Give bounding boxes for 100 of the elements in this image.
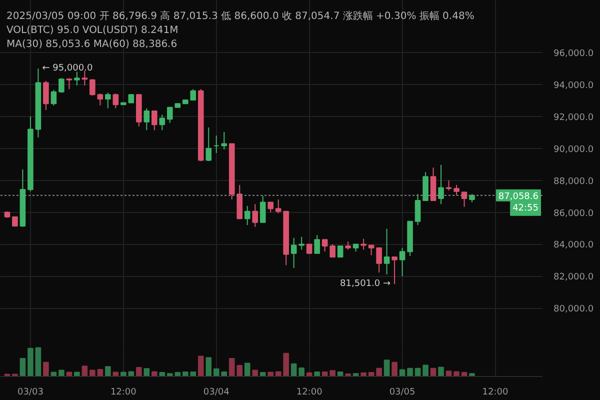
x-tick-label: 03/05 [389, 388, 416, 398]
candlestick [260, 195, 266, 223]
candlestick [50, 89, 57, 106]
bar [120, 372, 126, 376]
candlestick [330, 244, 336, 258]
candlestick [97, 93, 104, 106]
candlestick [244, 205, 250, 226]
candlestick [360, 238, 366, 250]
x-tick-label: 03/04 [203, 388, 230, 398]
candlestick [461, 192, 468, 208]
candlestick [422, 172, 428, 201]
candlestick [314, 234, 320, 254]
annotation: MA(30) 85,053.6 MA(60) 88,386.6 [6, 39, 178, 50]
bar [454, 371, 460, 376]
bar [430, 368, 436, 376]
candlestick [166, 106, 173, 124]
bar [28, 348, 34, 376]
candlestick [337, 245, 344, 258]
candlestick [12, 216, 18, 227]
annotation: 2025/03/05 09:00 开 86,796.9 高 87,015.3 低 86,600.0 收 87,054.7 涨跌幅 +0.30% 振幅 0.48% [6, 10, 474, 22]
bar [43, 362, 49, 376]
candlestick [252, 204, 258, 228]
annotation: 81,501.0 → [340, 279, 391, 290]
bar [252, 370, 258, 376]
y-tick-label: 94,000.0 [554, 81, 594, 92]
bar [144, 368, 150, 376]
candlestick [58, 78, 64, 94]
candlestick [268, 202, 274, 213]
candlestick [384, 228, 390, 275]
y-tick-label: 90,000.0 [554, 144, 594, 155]
bar [260, 372, 266, 376]
bar [368, 372, 374, 376]
bar [20, 358, 26, 376]
bar [376, 368, 382, 376]
bar [446, 370, 452, 376]
annotation: ← 95,000.0 [42, 64, 93, 74]
bar [314, 371, 320, 376]
bar [244, 362, 250, 376]
bar [469, 373, 475, 376]
bar [74, 372, 80, 376]
bar [97, 368, 104, 376]
candlestick [438, 164, 444, 205]
candlestick [368, 244, 374, 256]
y-tick-label: 92,000.0 [554, 112, 594, 123]
annotation: VOL(BTC) 95.0 VOL(USDT) 8.241M [6, 25, 178, 36]
bar [90, 370, 96, 376]
y-tick-label: 84,000.0 [554, 240, 594, 251]
bar [136, 366, 142, 376]
bar [414, 368, 421, 376]
bar [82, 366, 88, 376]
candlestick [43, 80, 49, 111]
candlestick [454, 184, 460, 196]
bar [58, 370, 64, 376]
candlestick [221, 131, 228, 150]
candlestick [376, 247, 382, 274]
bar [384, 360, 390, 376]
bar [151, 371, 158, 376]
candlestick [306, 244, 312, 254]
candlestick [151, 110, 158, 131]
candlestick [159, 114, 166, 131]
bar [330, 370, 336, 376]
x-tick-label: 12:00 [296, 388, 323, 398]
candlestick [446, 180, 452, 191]
x-tick-label: 12:00 [110, 388, 137, 398]
candlestick [430, 167, 436, 201]
candlestick [105, 92, 111, 109]
candlestick [290, 237, 297, 269]
bar [105, 366, 111, 376]
candlestick [190, 88, 196, 101]
candlestick [213, 135, 220, 154]
x-tick-label: 12:00 [482, 388, 508, 398]
bar [35, 347, 42, 376]
candlestick [82, 70, 88, 86]
bar [268, 372, 274, 376]
candlestick [206, 126, 212, 162]
bar [407, 368, 413, 376]
candlestick [322, 239, 328, 252]
bar [206, 357, 212, 376]
bar [198, 356, 204, 376]
candlestick [112, 93, 119, 109]
candlestick [414, 194, 421, 226]
candlestick [144, 108, 150, 131]
bar [360, 372, 366, 376]
candlestick [90, 78, 96, 96]
y-tick-label: 96,000.0 [554, 49, 594, 60]
y-tick-label: 82,000.0 [554, 272, 594, 283]
y-tick-label: 88,000.0 [554, 176, 594, 187]
candlestick [298, 236, 304, 250]
x-tick-label: 03/03 [17, 388, 44, 398]
bar [438, 366, 444, 376]
bar [275, 371, 282, 376]
y-tick-label: 80,000.0 [554, 304, 594, 315]
candlestick [74, 71, 80, 86]
bar [392, 362, 398, 376]
candlestick [66, 78, 72, 90]
bar [283, 352, 289, 376]
bar [461, 372, 468, 376]
bar [298, 368, 304, 376]
bar [128, 371, 134, 376]
bar [352, 373, 359, 376]
